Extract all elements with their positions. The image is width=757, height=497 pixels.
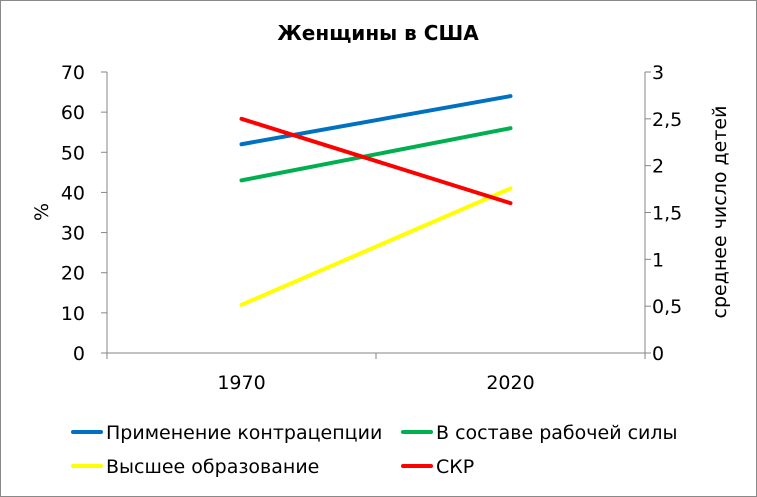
right-tick-label: 2,5: [652, 109, 682, 131]
series-line: [239, 94, 513, 147]
series-line: [239, 186, 513, 307]
left-axis-ticks: 0 10 20 30 40 50 60 70: [61, 62, 107, 365]
y-axis-label-right: среднее число детей: [709, 106, 731, 319]
right-tick-label: 2: [652, 156, 664, 178]
left-tick-label: 20: [61, 263, 85, 285]
right-tick-label: 3: [652, 62, 664, 84]
left-tick-label: 70: [61, 62, 85, 84]
legend-label: СКР: [436, 456, 474, 478]
left-tick-label: 50: [61, 142, 85, 164]
right-axis-ticks: 0 0,5 1 1,5 2 2,5 3: [645, 62, 682, 365]
left-tick-label: 60: [61, 102, 85, 124]
x-axis-ticks: 1970 2020: [217, 372, 534, 394]
right-tick-label: 0,5: [652, 296, 682, 318]
left-tick-label: 40: [61, 182, 85, 204]
x-tick-label: 1970: [217, 372, 265, 394]
chart-title: Женщины в США: [277, 21, 479, 45]
legend-label: Высшее образование: [106, 456, 319, 478]
right-tick-label: 1: [652, 249, 664, 271]
left-tick-label: 30: [61, 223, 85, 245]
legend-label: Применение контрацепции: [106, 422, 382, 444]
y-axis-label-left: %: [31, 203, 53, 221]
legend: Применение контрацепции В составе рабочей…: [71, 422, 678, 478]
series-line: [239, 126, 513, 183]
x-tick-label: 2020: [486, 372, 534, 394]
series-lines: [239, 94, 513, 307]
left-tick-label: 0: [73, 343, 85, 365]
right-tick-label: 1,5: [652, 203, 682, 225]
legend-label: В составе рабочей силы: [436, 422, 678, 444]
series-line: [239, 116, 513, 206]
left-tick-label: 10: [61, 303, 85, 325]
right-tick-label: 0: [652, 343, 664, 365]
